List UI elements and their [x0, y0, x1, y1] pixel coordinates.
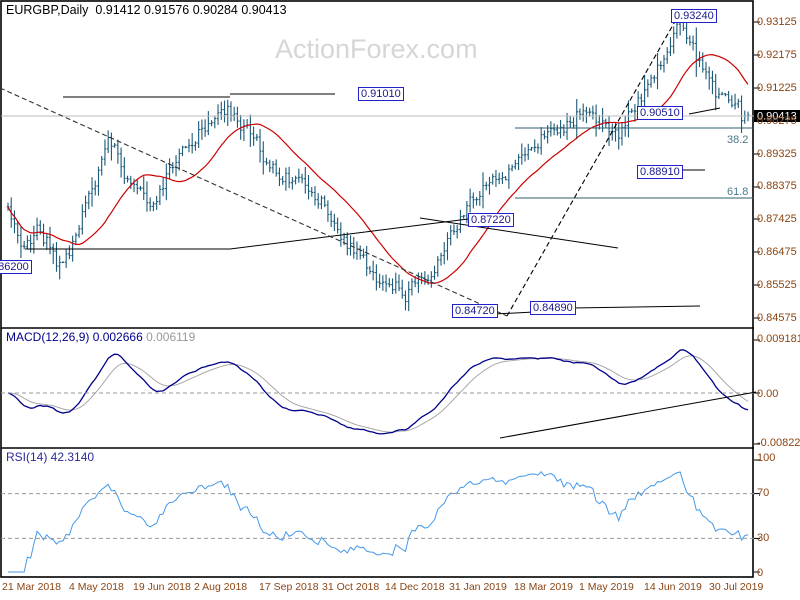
- svg-text:38.2: 38.2: [727, 134, 748, 146]
- svg-text:61.8: 61.8: [727, 186, 748, 198]
